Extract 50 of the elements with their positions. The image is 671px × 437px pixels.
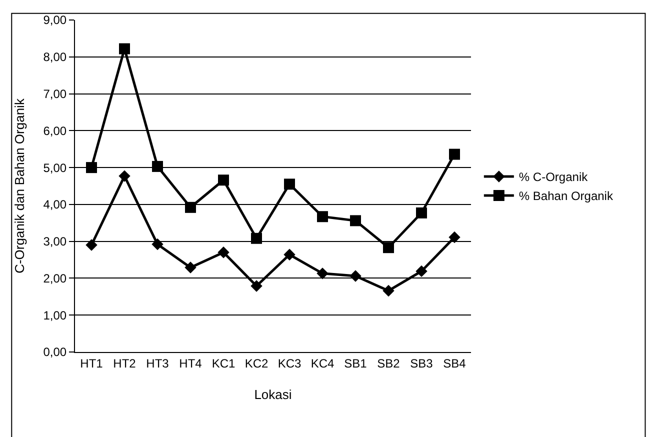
x-tick-label: KC1 xyxy=(212,356,236,370)
x-tick-label: KC2 xyxy=(244,356,268,370)
point xyxy=(250,280,262,292)
y-axis-title: C-Organik dan Bahan Organik xyxy=(12,98,28,274)
x-tick-label: HT4 xyxy=(179,356,202,370)
point xyxy=(350,270,362,282)
x-tick-label: HT1 xyxy=(80,356,104,370)
y-tick-label: 3,00 xyxy=(43,234,67,249)
x-tick-label: SB3 xyxy=(410,356,434,370)
y-tick-label: 4,00 xyxy=(43,198,67,212)
point xyxy=(449,148,460,160)
point xyxy=(284,178,295,190)
x-tick-label: SB2 xyxy=(377,356,400,370)
y-tick-label: 7,00 xyxy=(43,86,67,101)
point xyxy=(86,239,98,251)
x-tick-label: KC4 xyxy=(310,356,334,370)
x-axis-title: Lokasi xyxy=(254,387,292,402)
point xyxy=(350,215,361,226)
point xyxy=(184,262,196,274)
point xyxy=(152,238,164,250)
point xyxy=(416,207,427,218)
point xyxy=(119,43,130,54)
x-tick-label: KC3 xyxy=(278,356,302,370)
point xyxy=(448,231,460,244)
x-tick-label: SB4 xyxy=(443,356,466,370)
point xyxy=(317,211,328,222)
point xyxy=(118,170,130,182)
point xyxy=(218,246,230,258)
x-tick-label: SB1 xyxy=(344,356,368,370)
y-tick-label: 9,00 xyxy=(43,13,67,28)
point xyxy=(152,160,163,172)
x-tick-label: HT2 xyxy=(113,356,136,370)
point xyxy=(185,202,196,213)
y-tick-label: 2,00 xyxy=(43,271,67,286)
point xyxy=(382,284,394,297)
point xyxy=(218,174,229,186)
legend-label: % C-Organik xyxy=(518,170,589,184)
y-tick-label: 6,00 xyxy=(43,124,67,138)
legend-label: % Bahan Organik xyxy=(518,189,614,204)
x-tick-label: HT3 xyxy=(146,356,170,370)
point xyxy=(284,248,296,260)
y-tick-label: 5,00 xyxy=(43,160,67,175)
point xyxy=(86,162,97,174)
y-tick-label: 0,00 xyxy=(43,345,67,360)
point xyxy=(316,268,328,280)
point xyxy=(416,265,428,278)
y-tick-label: 8,00 xyxy=(43,50,67,64)
point xyxy=(383,242,394,254)
y-tick-label: 1,00 xyxy=(43,308,67,322)
point xyxy=(251,232,262,244)
